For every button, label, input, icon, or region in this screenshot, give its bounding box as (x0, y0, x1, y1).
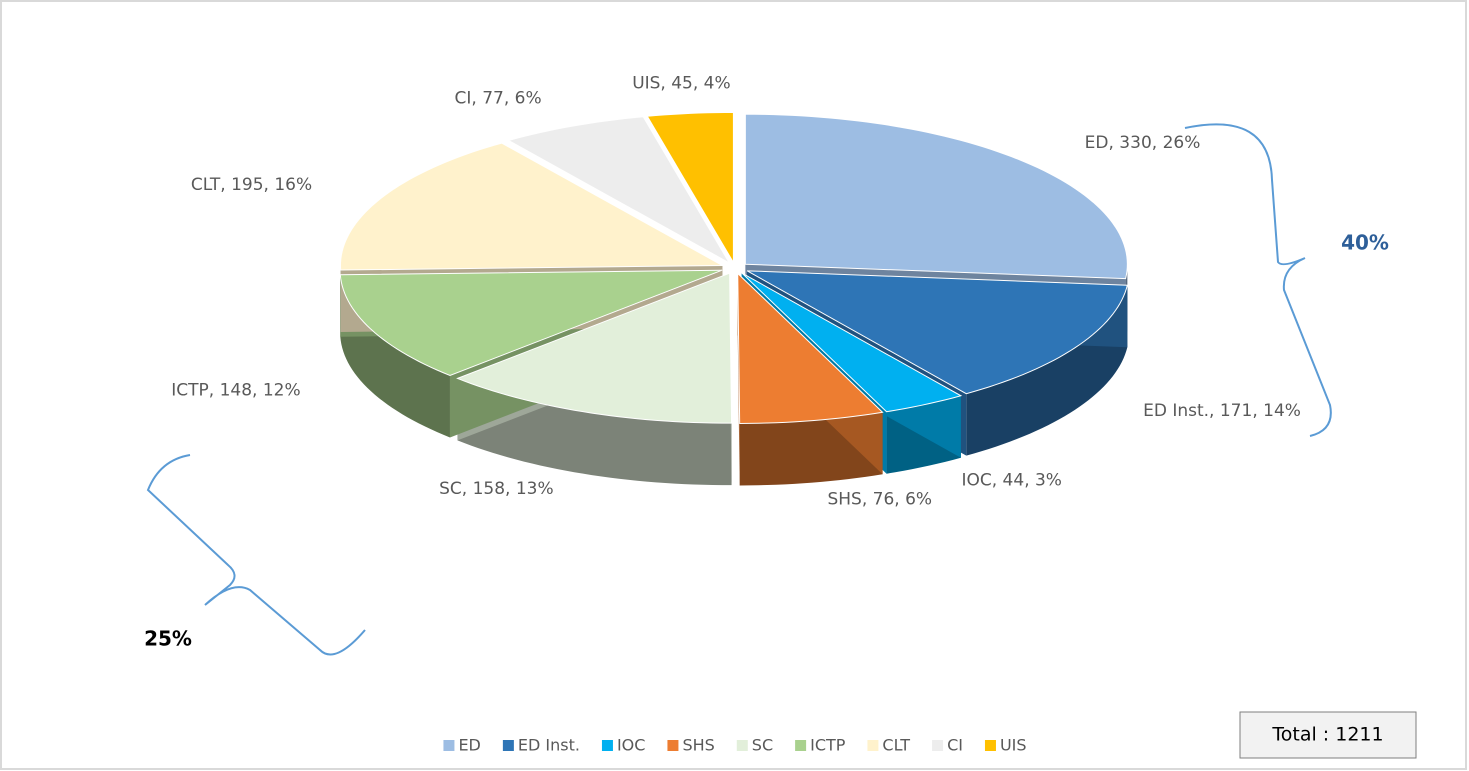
data-label: IOC, 44, 3% (961, 470, 1061, 490)
data-label: CLT, 195, 16% (191, 175, 312, 195)
data-label: ED Inst., 171, 14% (1143, 401, 1301, 421)
legend-label: SC (752, 736, 773, 755)
slice (737, 272, 884, 424)
slice-side (966, 285, 1128, 456)
data-label: SC, 158, 13% (439, 479, 554, 499)
annotation: 40% (1341, 231, 1389, 255)
legend-swatch (443, 740, 455, 751)
legend: ED ED Inst. IOC SHS SC ICTP CLT CI UIS (443, 736, 1027, 755)
legend-swatch (502, 740, 514, 751)
annotation: 25% (144, 627, 192, 651)
data-labels: ED, 330, 26% ED Inst., 171, 14% IOC, 44, 3… (171, 74, 1301, 510)
brace (146, 454, 366, 656)
legend-swatch (932, 740, 944, 751)
legend-label: IOC (617, 736, 645, 755)
legend-swatch (601, 740, 613, 751)
slice (744, 113, 1128, 280)
slice (339, 142, 725, 271)
slice (507, 116, 731, 265)
total-box (1239, 711, 1417, 759)
slice (646, 111, 734, 265)
data-label: CI, 77, 6% (455, 89, 542, 109)
legend-label: UIS (1000, 736, 1027, 755)
legend-swatch (667, 740, 679, 751)
slice (741, 272, 963, 413)
legend-label: CI (947, 736, 963, 755)
legend-swatch (736, 740, 748, 751)
legend-swatch (867, 740, 879, 751)
legend-label: CLT (882, 736, 910, 755)
legend-swatch (984, 740, 996, 751)
data-label: ICTP, 148, 12% (171, 381, 300, 401)
total-label: Total : 1211 (1271, 724, 1383, 746)
legend-swatch (795, 740, 807, 751)
data-label: SHS, 76, 6% (827, 490, 932, 510)
legend-label: ICTP (810, 736, 846, 755)
legend-label: ED (458, 736, 480, 755)
slice (746, 270, 1128, 395)
data-label: UIS, 45, 4% (632, 74, 730, 94)
slice (339, 269, 723, 376)
legend-label: ED Inst. (518, 736, 580, 755)
brace (1184, 123, 1332, 437)
data-label: ED, 330, 26% (1085, 133, 1201, 153)
legend-label: SHS (682, 736, 714, 755)
slice (456, 272, 733, 424)
slice-side (340, 274, 450, 438)
slice-tops (339, 111, 1128, 424)
